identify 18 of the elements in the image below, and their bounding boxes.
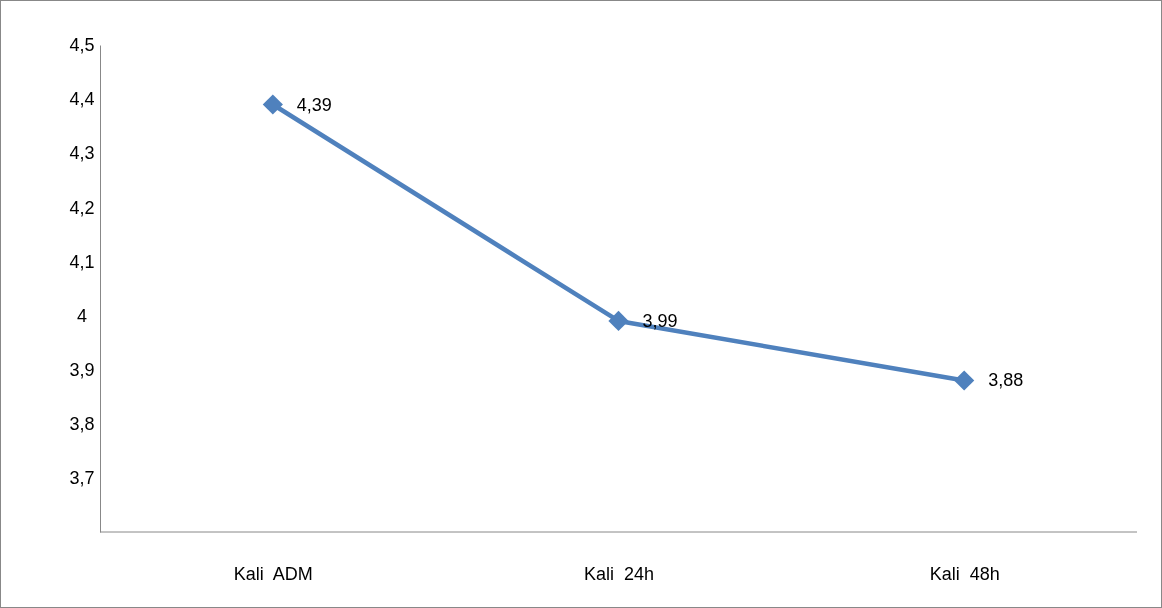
y-tick-label: 3,7 [69, 468, 95, 489]
data-label: 3,99 [642, 310, 678, 331]
data-label: 3,88 [988, 370, 1024, 391]
y-tick-label: 4 [76, 305, 88, 326]
data-label: 4,39 [296, 94, 332, 115]
x-tick-label: Kali ADM [233, 563, 313, 584]
y-tick-label: 4,2 [69, 197, 95, 218]
y-tick-label: 4,4 [69, 89, 95, 110]
point [608, 310, 629, 332]
y-tick-label: 4,5 [69, 35, 95, 56]
x-tick-label: Kali 24h [583, 563, 655, 584]
point [954, 370, 975, 391]
y-tick-label: 3,8 [69, 414, 95, 435]
y-tick-label: 4,1 [69, 251, 95, 272]
x-tick-label: Kali 48h [929, 563, 1000, 584]
y-tick-label: 3,9 [69, 359, 95, 380]
y-tick-label: 4,3 [69, 143, 95, 164]
point [262, 94, 283, 115]
